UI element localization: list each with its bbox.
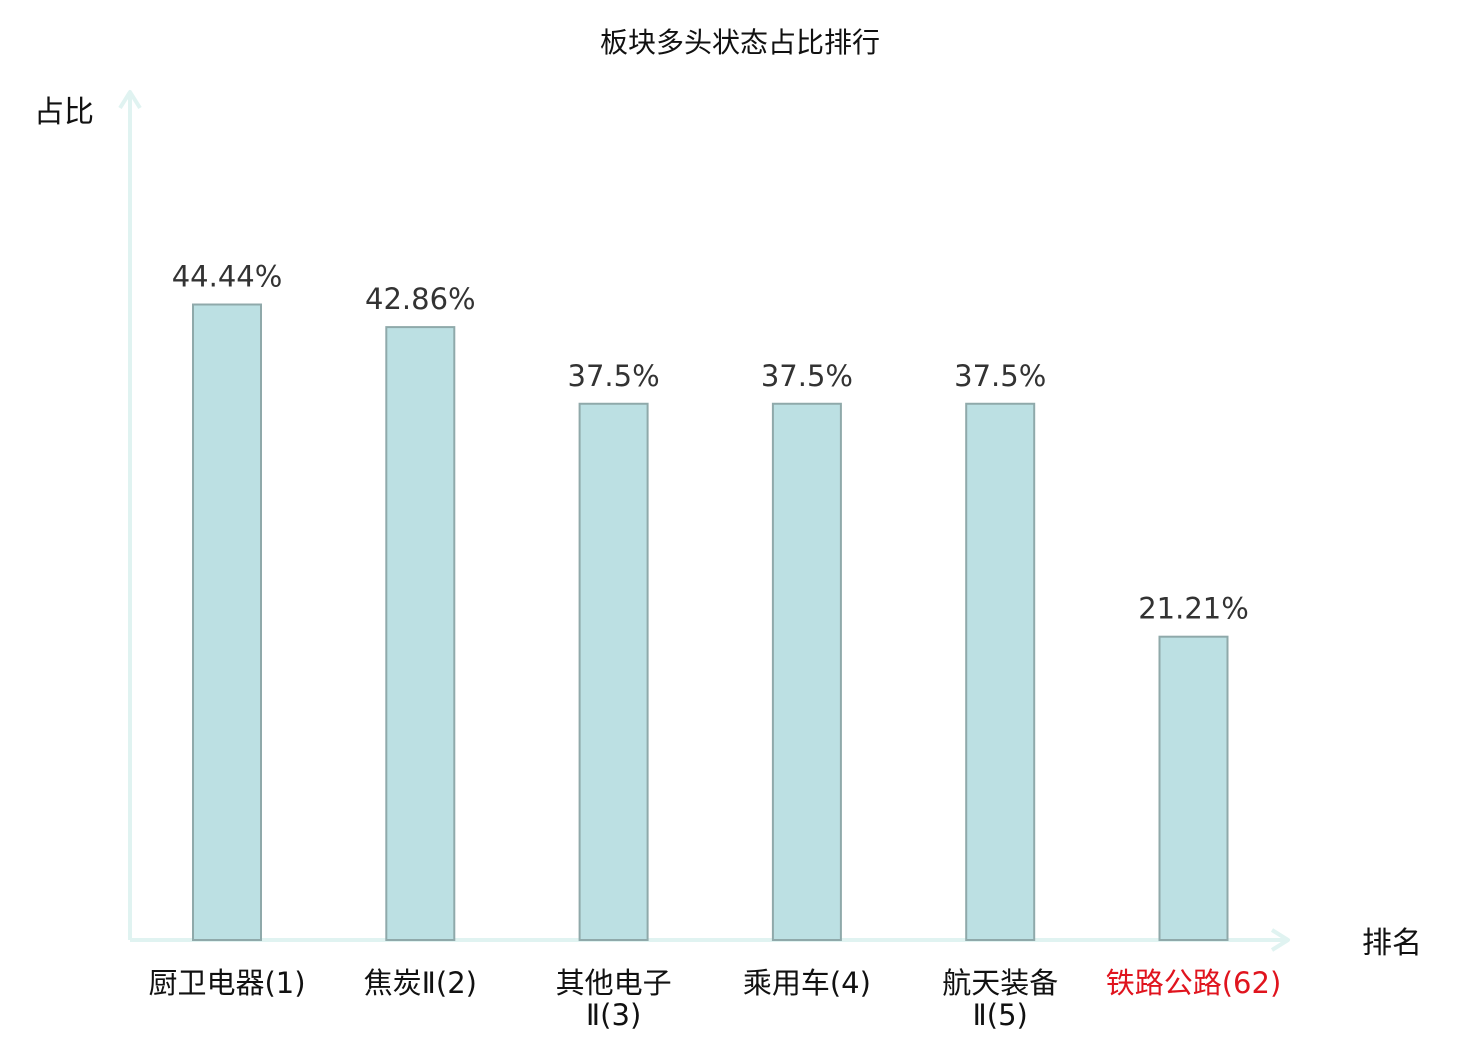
bar-value-label: 44.44% (172, 260, 283, 294)
category-label: Ⅱ(5) (973, 998, 1028, 1032)
bar-value-label: 37.5% (954, 359, 1046, 393)
bar-value-label: 37.5% (568, 359, 660, 393)
value-labels-group: 44.44% 42.86% 37.5% 37.5% 37.5% 21.21% (172, 260, 1249, 626)
category-label: 厨卫电器(1) (148, 966, 305, 1000)
bar-value-label: 21.21% (1138, 592, 1249, 626)
bar (192, 303, 262, 941)
y-axis-arrow-icon (118, 90, 142, 110)
category-label: 焦炭Ⅱ(2) (364, 966, 477, 1000)
category-label: 航天装备 (942, 966, 1058, 1000)
category-label: 其他电子 (556, 966, 672, 1000)
bar (385, 326, 456, 941)
bar (771, 402, 842, 941)
category-label: 乘用车(4) (743, 966, 871, 1000)
x-axis-arrow-icon (1270, 928, 1290, 952)
chart-title: 板块多头状态占比排行 (600, 26, 880, 59)
axes (118, 90, 1290, 952)
category-label-highlighted: 铁路公路(62) (1106, 966, 1282, 1000)
x-axis-label: 排名 (1362, 926, 1422, 961)
bar-value-label: 37.5% (761, 359, 853, 393)
y-axis-label: 占比 (34, 95, 94, 130)
bar (1158, 635, 1229, 942)
bar (965, 402, 1036, 941)
bar (578, 402, 649, 941)
bars-group (192, 303, 1229, 942)
category-label: Ⅱ(3) (586, 998, 641, 1032)
bar-value-label: 42.86% (365, 282, 476, 316)
